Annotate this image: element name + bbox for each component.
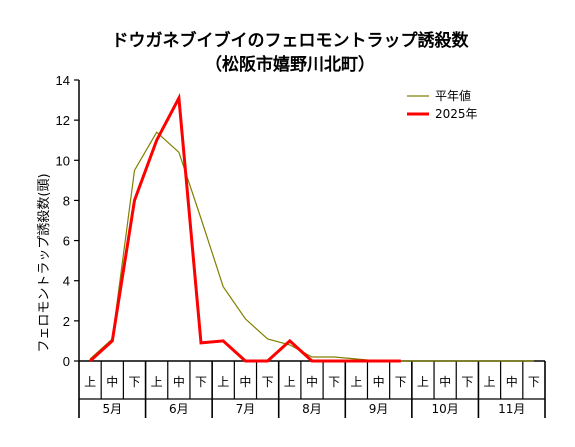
x-tick-label: 上 — [284, 375, 296, 389]
x-tick-label: 上 — [484, 375, 496, 389]
legend: 平年値 2025年 — [407, 88, 478, 121]
x-tick-label: 中 — [306, 374, 318, 389]
y-tick-label: 4 — [63, 274, 70, 289]
chart-subtitle: （松阪市嬉野川北町） — [205, 54, 375, 75]
x-tick-label: 下 — [328, 375, 340, 389]
x-month-label: 6月 — [169, 402, 189, 416]
y-tick-label: 10 — [56, 153, 70, 168]
legend-label: 平年値 — [435, 88, 471, 103]
y-tick-label: 12 — [56, 113, 70, 128]
y-tick-label: 8 — [63, 193, 70, 208]
x-tick-label: 上 — [217, 375, 229, 389]
x-tick-label: 下 — [528, 375, 540, 389]
x-month-label: 11月 — [498, 402, 525, 416]
x-month-label: 10月 — [432, 402, 459, 416]
chart-title: ドウガネブイブイのフェロモントラップ誘殺数 — [112, 30, 470, 51]
x-tick-label: 上 — [151, 375, 163, 389]
y-axis-label: フェロモントラップ誘殺数(頭) — [37, 173, 52, 352]
y-tick-label: 14 — [56, 73, 70, 88]
x-tick-label: 上 — [84, 375, 96, 389]
x-tick-label: 中 — [239, 374, 251, 389]
x-tick-label: 中 — [373, 374, 385, 389]
legend-label: 2025年 — [435, 107, 478, 121]
x-tick-label: 上 — [417, 375, 429, 389]
x-month-label: 7月 — [236, 402, 256, 416]
x-month-label: 5月 — [102, 402, 122, 416]
x-tick-label: 下 — [195, 375, 207, 389]
series-line-1 — [89, 131, 534, 362]
x-tick-label: 中 — [173, 374, 185, 389]
x-tick-label: 下 — [395, 375, 407, 389]
x-tick-label: 中 — [506, 374, 518, 389]
x-tick-label: 中 — [106, 374, 118, 389]
y-tick-label: 6 — [63, 234, 70, 249]
x-month-label: 8月 — [302, 402, 322, 416]
x-tick-label: 下 — [262, 375, 274, 389]
plot-area: 02468101214上中下上中下上中下上中下上中下上中下上中下5月 6月 7月 8月… — [56, 73, 546, 418]
y-tick-label: 2 — [63, 314, 70, 329]
x-tick-label: 上 — [350, 375, 362, 389]
series-line-2 — [89, 92, 401, 363]
y-tick-label: 0 — [63, 354, 70, 369]
x-month-label: 9月 — [369, 402, 389, 416]
x-tick-label: 下 — [128, 375, 140, 389]
x-tick-label: 下 — [461, 375, 473, 389]
x-tick-label: 中 — [439, 374, 451, 389]
